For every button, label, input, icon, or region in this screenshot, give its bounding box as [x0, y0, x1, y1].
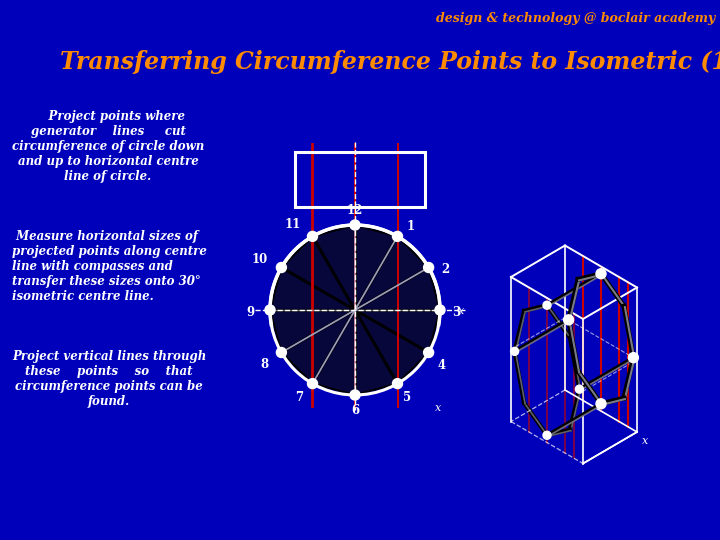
Circle shape — [350, 390, 360, 400]
Polygon shape — [355, 237, 428, 310]
Text: x: x — [435, 403, 441, 413]
Text: design & technology @ boclair academy: design & technology @ boclair academy — [436, 12, 715, 25]
Polygon shape — [312, 310, 355, 395]
Text: Transferring Circumference Points to Isometric (1): Transferring Circumference Points to Iso… — [60, 50, 720, 74]
Circle shape — [596, 269, 606, 279]
Text: 6: 6 — [351, 403, 359, 416]
Circle shape — [596, 399, 606, 409]
Circle shape — [276, 262, 287, 273]
Circle shape — [629, 353, 639, 363]
Polygon shape — [355, 225, 397, 310]
Text: Project vertical lines through
these    points    so    that
circumference point: Project vertical lines through these poi… — [12, 350, 206, 408]
Circle shape — [307, 379, 318, 389]
Polygon shape — [355, 310, 397, 395]
Text: 1: 1 — [406, 220, 415, 233]
Circle shape — [543, 431, 551, 439]
Polygon shape — [355, 310, 440, 353]
Circle shape — [575, 385, 583, 393]
Polygon shape — [355, 310, 428, 383]
Circle shape — [510, 347, 518, 355]
Polygon shape — [270, 267, 355, 310]
Circle shape — [350, 220, 360, 230]
Text: 5: 5 — [403, 391, 412, 404]
Text: 12: 12 — [347, 205, 363, 218]
Polygon shape — [282, 237, 355, 310]
Circle shape — [265, 305, 275, 315]
Bar — [295, 152, 425, 207]
Text: 9: 9 — [246, 306, 254, 319]
Polygon shape — [282, 310, 355, 383]
Circle shape — [392, 379, 402, 389]
Circle shape — [276, 348, 287, 357]
Polygon shape — [355, 267, 440, 310]
Text: x: x — [642, 436, 648, 446]
Text: Project points where
generator    lines     cut
circumference of circle down
and: Project points where generator lines cut… — [12, 110, 204, 183]
Text: x: x — [458, 306, 464, 316]
Text: 10: 10 — [251, 253, 268, 266]
Text: 11: 11 — [284, 218, 301, 231]
Polygon shape — [270, 310, 355, 353]
Circle shape — [543, 301, 551, 309]
Circle shape — [307, 231, 318, 241]
Text: 8: 8 — [261, 358, 269, 371]
Text: 2: 2 — [441, 263, 450, 276]
Circle shape — [423, 348, 433, 357]
Text: 4: 4 — [438, 359, 446, 372]
Circle shape — [392, 231, 402, 241]
Text: Measure horizontal sizes of
projected points along centre
line with compasses an: Measure horizontal sizes of projected po… — [12, 230, 207, 303]
Text: 3: 3 — [452, 306, 460, 319]
Circle shape — [435, 305, 445, 315]
Circle shape — [423, 262, 433, 273]
Circle shape — [564, 315, 574, 325]
Text: 7: 7 — [295, 391, 304, 404]
Polygon shape — [312, 225, 355, 310]
